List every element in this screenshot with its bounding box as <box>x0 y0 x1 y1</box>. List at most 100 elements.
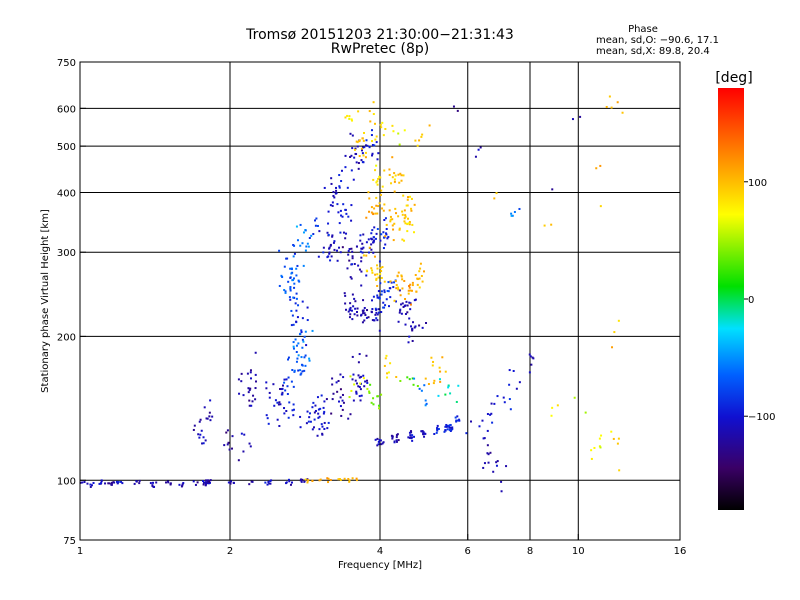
data-point <box>436 429 439 432</box>
data-point <box>387 281 390 284</box>
data-point <box>350 309 353 312</box>
data-point <box>452 105 455 108</box>
y-tick-label: 300 <box>57 248 76 259</box>
data-point <box>92 481 95 484</box>
data-point <box>284 291 287 294</box>
data-point <box>408 378 411 381</box>
data-point <box>409 283 412 286</box>
data-point <box>289 483 292 486</box>
data-point <box>292 414 295 417</box>
data-point <box>366 381 369 384</box>
data-point <box>373 144 376 147</box>
data-point <box>197 433 200 436</box>
data-point <box>331 377 334 380</box>
data-point <box>550 414 553 417</box>
data-point <box>402 194 405 197</box>
data-point <box>348 115 351 118</box>
data-point <box>411 436 414 439</box>
data-point <box>384 217 387 220</box>
data-point <box>295 320 298 323</box>
data-point <box>610 430 613 433</box>
data-point <box>430 356 433 359</box>
data-point <box>304 330 307 333</box>
data-point <box>368 110 371 113</box>
data-point <box>200 429 203 432</box>
data-point <box>424 399 427 402</box>
data-point <box>267 422 270 425</box>
data-point <box>600 434 603 437</box>
data-point <box>298 333 301 336</box>
data-point <box>372 236 375 239</box>
data-point <box>308 416 311 419</box>
data-point <box>396 433 399 436</box>
data-point <box>107 482 110 485</box>
data-point <box>377 407 380 410</box>
data-point <box>355 477 358 480</box>
data-point <box>90 484 93 487</box>
data-point <box>229 482 232 485</box>
data-point <box>496 395 499 398</box>
data-point <box>237 459 240 462</box>
data-point <box>356 307 359 310</box>
data-point <box>367 238 370 241</box>
data-point <box>138 479 141 482</box>
data-point <box>331 201 334 204</box>
data-point <box>392 130 395 133</box>
data-point <box>414 274 417 277</box>
data-point <box>605 105 608 108</box>
data-point <box>359 234 362 237</box>
data-point <box>408 335 411 338</box>
data-point <box>446 428 449 431</box>
y-tick-label: 600 <box>57 104 76 115</box>
data-point <box>410 289 413 292</box>
data-point <box>336 390 339 393</box>
data-point <box>181 483 184 486</box>
data-point <box>415 290 418 293</box>
data-point <box>301 364 304 367</box>
data-point <box>329 259 332 262</box>
data-point <box>363 146 366 149</box>
data-point <box>403 129 406 132</box>
data-point <box>297 342 300 345</box>
data-point <box>293 370 296 373</box>
data-point <box>369 120 372 123</box>
data-point <box>318 230 321 233</box>
colorbar-tick-label: 0 <box>748 295 754 306</box>
data-point <box>341 393 344 396</box>
data-point <box>441 356 444 359</box>
x-tick-label: 2 <box>227 546 233 557</box>
data-point <box>376 212 379 215</box>
data-point <box>510 214 513 217</box>
data-point <box>286 385 289 388</box>
data-point <box>584 411 587 414</box>
data-point <box>208 480 211 483</box>
data-point <box>385 227 388 230</box>
data-point <box>357 385 360 388</box>
data-point <box>316 396 319 399</box>
data-point <box>495 192 498 195</box>
data-point <box>318 428 321 431</box>
data-point <box>301 338 304 341</box>
data-point <box>410 430 413 433</box>
data-point <box>383 364 386 367</box>
data-point <box>348 259 351 262</box>
data-point <box>386 376 389 379</box>
data-point <box>411 377 414 380</box>
data-point <box>416 283 419 286</box>
data-point <box>405 300 408 303</box>
data-point <box>356 145 359 148</box>
data-point <box>613 331 616 334</box>
data-point <box>299 369 302 372</box>
data-point <box>281 391 284 394</box>
data-point <box>240 432 243 435</box>
data-point <box>489 413 492 416</box>
data-point <box>439 370 442 373</box>
data-point <box>612 437 615 440</box>
data-point <box>406 198 409 201</box>
data-point <box>104 482 107 485</box>
data-point <box>296 316 299 319</box>
data-point <box>396 274 399 277</box>
data-point <box>336 259 339 262</box>
data-point <box>401 238 404 241</box>
data-point <box>436 424 439 427</box>
